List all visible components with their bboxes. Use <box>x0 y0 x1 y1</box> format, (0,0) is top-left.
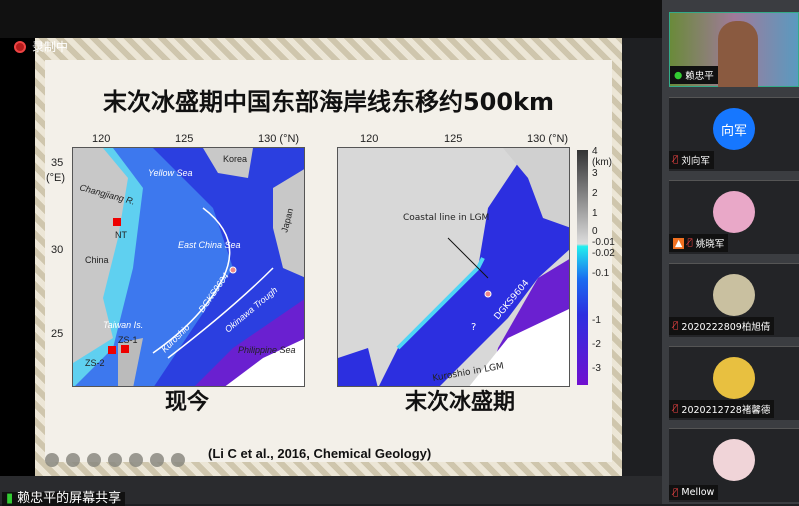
lat-tick: (°E) <box>46 172 66 184</box>
mic-muted-icon: 🎙̸ <box>673 404 679 414</box>
slide-toolbar <box>45 453 185 467</box>
participant-tile[interactable]: 🎙̸ 2020212728褚馨德 <box>669 346 799 420</box>
top-bar <box>0 0 662 38</box>
mic-muted-icon: 🎙̸ <box>673 155 679 165</box>
map-label: Philippine Sea <box>238 345 296 355</box>
lat-tick: 25 <box>51 328 64 340</box>
more-icon[interactable] <box>171 453 185 467</box>
participant-tile[interactable]: ▲ 🎙̸ 姚晓军 <box>669 180 799 254</box>
participant-tile[interactable]: 向军 🎙̸ 刘向军 <box>669 97 799 171</box>
map-label: Taiwan Is. <box>103 320 143 330</box>
mic-muted-icon: 🎙̸ <box>673 487 679 498</box>
lon-tick: 130 (°N) <box>258 133 300 145</box>
recording-indicator[interactable]: 录制中 <box>14 38 68 55</box>
map-label: East China Sea <box>178 240 241 250</box>
screen-share-label: ▮ 赖忠平的屏幕共享 <box>2 491 126 506</box>
map-label: Coastal line in LGM <box>403 213 489 223</box>
present-day-map: Yellow Sea East China Sea DGKS9604 Okina… <box>72 147 305 387</box>
focus-icon[interactable] <box>108 453 122 467</box>
lgm-map: DGKS9604 ? Coastal line in LGM Kuroshio … <box>337 147 570 387</box>
lon-tick: 120 <box>92 133 111 145</box>
mic-muted-icon: 🎙̸ <box>673 321 679 331</box>
avatar <box>713 357 755 399</box>
map-label: ZS-1 <box>118 335 138 345</box>
caption-present: 现今 <box>165 390 210 415</box>
participant-tile[interactable]: 🎙̸ Mellow <box>669 428 799 502</box>
lat-tick: 30 <box>51 244 64 256</box>
lon-tick: 125 <box>175 133 194 145</box>
citation: (Li C et al., 2016, Chemical Geology) <box>208 446 432 461</box>
prev-icon[interactable] <box>45 453 59 467</box>
lon-tick: 125 <box>444 133 463 145</box>
colorbar <box>577 150 588 385</box>
lon-tick: 130 (°N) <box>527 133 569 145</box>
slide-title: 末次冰盛期中国东部海岸线东移约500km <box>102 88 555 116</box>
avatar: 向军 <box>713 108 755 150</box>
host-icon: ▲ <box>673 237 685 249</box>
next-icon[interactable] <box>66 453 80 467</box>
left-strip <box>0 38 35 476</box>
record-icon <box>14 40 26 53</box>
map-label: China <box>85 255 109 265</box>
avatar <box>713 191 755 233</box>
caption-lgm: 末次冰盛期 <box>405 390 516 415</box>
participant-tile[interactable]: 🎙̸ 2020222809柏旭倩 <box>669 263 799 337</box>
screen-icon[interactable] <box>129 453 143 467</box>
participant-panel: ● 赖忠平 向军 🎙̸ 刘向军 ▲ 🎙̸ 姚晓军 🎙̸ 2020222809柏旭倩 🎙̸ 2… <box>662 0 799 504</box>
map-label: ? <box>471 322 476 333</box>
avatar <box>713 439 755 481</box>
avatar <box>713 274 755 316</box>
lon-tick: 120 <box>360 133 379 145</box>
caption-icon[interactable] <box>150 453 164 467</box>
mic-on-icon: ▮ <box>6 491 14 506</box>
pen-icon[interactable] <box>87 453 101 467</box>
mic-on-icon: ● <box>674 69 683 81</box>
map-label: ZS-2 <box>85 358 105 368</box>
colorbar-labels: 4 (km) 3 2 1 0 -0.01 -0.02 -0.1 -1 -2 -3 <box>592 146 615 374</box>
map-label: Yellow Sea <box>148 168 193 178</box>
lat-tick: 35 <box>51 157 64 169</box>
mic-muted-icon: 🎙̸ <box>687 238 693 248</box>
map-label: NT <box>115 230 127 240</box>
map-label: Korea <box>223 154 247 164</box>
participant-tile[interactable]: ● 赖忠平 <box>669 12 799 87</box>
